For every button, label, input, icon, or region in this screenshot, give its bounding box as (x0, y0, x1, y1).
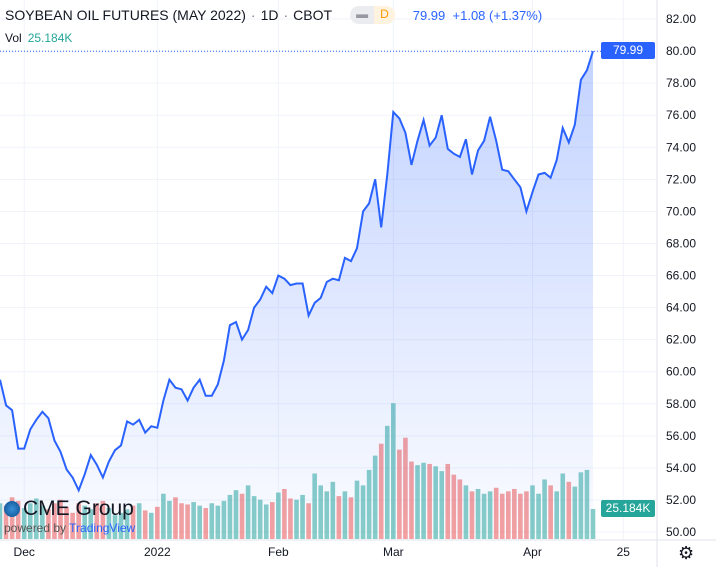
y-tick-label: 72.00 (666, 172, 696, 186)
y-tick-label: 54.00 (666, 461, 696, 475)
volume-value: 25.184K (27, 31, 73, 45)
y-tick-label: 58.00 (666, 397, 696, 411)
y-tick-label: 50.00 (666, 525, 696, 539)
y-tick-label: 60.00 (666, 365, 696, 379)
volume-tag: 25.184K (601, 500, 655, 517)
volume-legend: Vol 25.184K (5, 31, 72, 45)
price-line (0, 50, 594, 493)
y-tick-label: 80.00 (666, 44, 696, 58)
exchange: CBOT (293, 7, 333, 23)
symbol-title: SOYBEAN OIL FUTURES (MAY 2022) (5, 7, 246, 23)
y-tick-label: 78.00 (666, 76, 696, 90)
x-tick-label: 25 (617, 545, 631, 559)
x-tick-label: Feb (268, 545, 289, 559)
interval[interactable]: 1D (260, 7, 279, 23)
status-dash-icon: ▬ (350, 6, 375, 24)
y-tick-label: 76.00 (666, 108, 696, 122)
y-tick-label: 56.00 (666, 429, 696, 443)
settings-gear-icon[interactable]: ⚙ (678, 543, 695, 563)
price-area (0, 51, 593, 540)
x-tick-label: Dec (14, 545, 35, 559)
last-price-tag: 79.99 (601, 42, 655, 59)
tradingview-link[interactable]: TradingView (69, 521, 136, 535)
globe-icon (4, 501, 20, 517)
powered-prefix: powered by (4, 521, 67, 535)
x-tick-label: Apr (523, 545, 542, 559)
delayed-badge: D (374, 6, 395, 24)
cme-logo[interactable]: CME Group (4, 497, 134, 521)
y-tick-label: 64.00 (666, 301, 696, 315)
market-status-badge[interactable]: ▬ D (350, 6, 395, 24)
volume-label: Vol (5, 31, 22, 45)
price-change-pct: (+1.37%) (489, 7, 543, 23)
last-price: 79.99 (412, 7, 446, 23)
y-tick-label: 82.00 (666, 12, 696, 26)
y-tick-label: 52.00 (666, 493, 696, 507)
price-readout: 79.99 +1.08 (+1.37%) (413, 8, 542, 23)
y-tick-label: 66.00 (666, 269, 696, 283)
separator: · (250, 7, 256, 23)
y-tick-label: 62.00 (666, 333, 696, 347)
x-tick-label: Mar (383, 545, 404, 559)
y-tick-label: 70.00 (666, 204, 696, 218)
separator: · (283, 7, 289, 23)
powered-by[interactable]: powered by TradingView (4, 521, 135, 535)
x-tick-label: 2022 (144, 545, 171, 559)
price-change: +1.08 (452, 7, 486, 23)
y-tick-label: 68.00 (666, 236, 696, 250)
logo-text: CME Group (23, 497, 134, 520)
y-tick-label: 74.00 (666, 140, 696, 154)
chart-legend: SOYBEAN OIL FUTURES (MAY 2022) · 1D · CB… (5, 6, 542, 24)
